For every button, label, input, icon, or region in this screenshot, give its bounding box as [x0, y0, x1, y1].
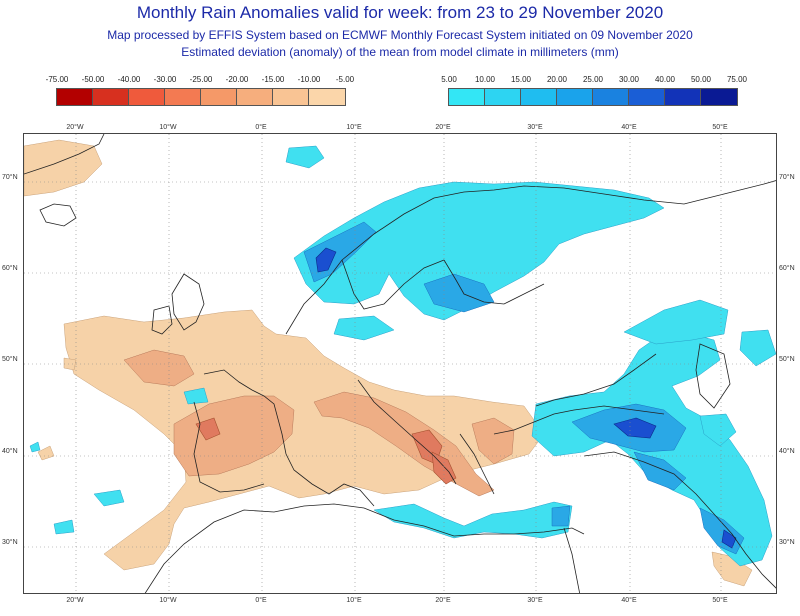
- legend-tick-label: -25.00: [189, 75, 213, 84]
- legend-swatch: [485, 89, 521, 105]
- coastlines: [24, 134, 776, 593]
- positive-anomaly-legend: 5.00 10.00 15.00 20.00 25.00 30.00 40.00 50.00 7…: [441, 75, 747, 106]
- legend-swatch: [521, 89, 557, 105]
- longitude-label: 40°E: [621, 597, 637, 604]
- legend-tick-label: -40.00: [117, 75, 141, 84]
- legend-tick-label: 40.00: [654, 75, 676, 84]
- negative-anomaly-legend: -75.00 -50.00 -40.00 -30.00 -25.00 -20.00 -15.…: [46, 75, 354, 106]
- longitude-label: 30°E: [527, 124, 543, 131]
- latitude-label: 70°N: [779, 174, 795, 181]
- legend-tick-label: 50.00: [690, 75, 712, 84]
- longitude-label: 10°W: [159, 597, 177, 604]
- longitude-label: 20°W: [66, 124, 84, 131]
- negative-legend-swatches: [56, 88, 346, 106]
- legend-swatch: [701, 89, 737, 105]
- negative-legend-labels: -75.00 -50.00 -40.00 -30.00 -25.00 -20.00 -15.…: [46, 75, 354, 86]
- legend-tick-label: -75.00: [45, 75, 69, 84]
- legend-swatch: [593, 89, 629, 105]
- wet-anomaly-cores: [315, 247, 737, 549]
- legend-tick-label: -50.00: [81, 75, 105, 84]
- longitude-label: 50°E: [712, 124, 728, 131]
- longitude-label: 40°E: [621, 124, 637, 131]
- legend-tick-label: 25.00: [582, 75, 604, 84]
- positive-legend-swatches: [448, 88, 738, 106]
- legend-swatch: [309, 89, 345, 105]
- legend-tick-label: 5.00: [441, 75, 457, 84]
- latitude-label: 40°N: [779, 448, 795, 455]
- latitude-label: 30°N: [779, 539, 795, 546]
- legend-tick-label: -20.00: [225, 75, 249, 84]
- legend-swatch: [93, 89, 129, 105]
- legend-swatch: [201, 89, 237, 105]
- legend-swatch: [129, 89, 165, 105]
- legend-swatch: [165, 89, 201, 105]
- longitude-label: 20°W: [66, 597, 84, 604]
- longitude-label: 50°E: [712, 597, 728, 604]
- legend-swatch: [449, 89, 485, 105]
- latitude-label: 30°N: [2, 539, 18, 546]
- latitude-label: 50°N: [2, 356, 18, 363]
- longitude-label: 0°E: [255, 597, 267, 604]
- legend-tick-label: -5.00: [335, 75, 355, 84]
- legend-tick-label: 20.00: [546, 75, 568, 84]
- europe-anomaly-map: [23, 133, 777, 594]
- legend-tick-label: 15.00: [510, 75, 532, 84]
- longitude-label: 20°E: [435, 124, 451, 131]
- latitude-label: 70°N: [2, 174, 18, 181]
- positive-legend-labels: 5.00 10.00 15.00 20.00 25.00 30.00 40.00 50.00 7…: [441, 75, 747, 86]
- legend-tick-label: -15.00: [261, 75, 285, 84]
- legend-swatch: [629, 89, 665, 105]
- map-subtitle-units: Estimated deviation (anomaly) of the mea…: [181, 45, 619, 59]
- longitude-label: 10°W: [159, 124, 177, 131]
- longitude-label: 20°E: [435, 597, 451, 604]
- longitude-label: 30°E: [527, 597, 543, 604]
- legend-swatch: [57, 89, 93, 105]
- legend-swatch: [273, 89, 309, 105]
- latitude-label: 60°N: [779, 265, 795, 272]
- legend-tick-label: -10.00: [297, 75, 321, 84]
- longitude-label: 10°E: [346, 597, 362, 604]
- legend-tick-label: -30.00: [153, 75, 177, 84]
- map-title: Monthly Rain Anomalies valid for week: f…: [136, 3, 664, 22]
- latitude-label: 60°N: [2, 265, 18, 272]
- legend-tick-label: 30.00: [618, 75, 640, 84]
- longitude-label: 10°E: [346, 124, 362, 131]
- legend-swatch: [665, 89, 701, 105]
- longitude-label: 0°E: [255, 124, 267, 131]
- legend-tick-label: 10.00: [474, 75, 496, 84]
- graticule-grid: [24, 134, 776, 593]
- map-subtitle-processing: Map processed by EFFIS System based on E…: [107, 28, 693, 42]
- legend-tick-label: 75.00: [726, 75, 748, 84]
- latitude-label: 50°N: [779, 356, 795, 363]
- legend-swatch: [557, 89, 593, 105]
- latitude-label: 40°N: [2, 448, 18, 455]
- legend-swatch: [237, 89, 273, 105]
